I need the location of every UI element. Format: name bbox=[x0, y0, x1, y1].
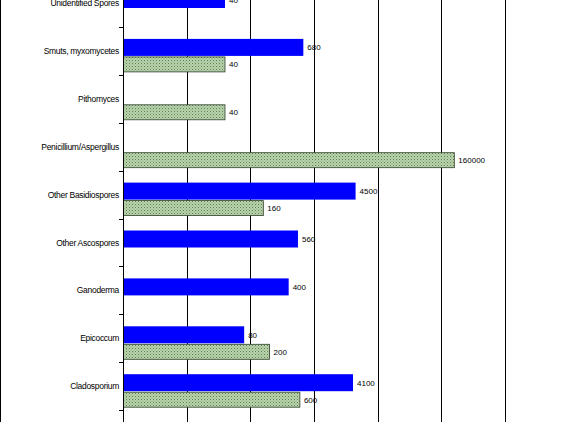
axis-tick bbox=[119, 410, 123, 411]
category-label: Other Basidiospores bbox=[48, 190, 119, 200]
data-label: 600 bbox=[304, 396, 318, 405]
data-label: 4100 bbox=[357, 379, 375, 388]
axis-tick bbox=[119, 362, 123, 363]
axis-tick bbox=[119, 314, 123, 315]
frame bbox=[0, 0, 1, 422]
bar bbox=[123, 374, 353, 391]
data-label: 4500 bbox=[360, 187, 378, 196]
category-label: Pithomyces bbox=[78, 94, 119, 104]
bar bbox=[123, 57, 225, 72]
axis-tick bbox=[119, 123, 123, 124]
axis-tick bbox=[119, 75, 123, 76]
bar bbox=[123, 278, 289, 295]
axis-tick bbox=[119, 27, 123, 28]
category-label: Cladosporium bbox=[70, 381, 119, 391]
bar bbox=[123, 183, 356, 200]
axis-tick bbox=[119, 171, 123, 172]
data-label: 160000 bbox=[458, 156, 485, 165]
bar bbox=[123, 201, 263, 216]
data-label: 680 bbox=[307, 43, 321, 52]
category-label: Penicillium/Aspergillus bbox=[41, 142, 119, 152]
bar bbox=[123, 392, 300, 407]
category-label: Epicoccum bbox=[80, 333, 119, 343]
data-label: 40 bbox=[229, 60, 238, 69]
category-label: Ganoderma bbox=[77, 285, 120, 295]
category-label: Other Ascospores bbox=[56, 238, 119, 248]
grid-line bbox=[123, 0, 124, 422]
data-label: 560 bbox=[302, 235, 316, 244]
grid-line bbox=[314, 0, 315, 422]
grid bbox=[124, 0, 506, 422]
bar bbox=[123, 0, 225, 8]
category-label: Smuts, myxomycetes bbox=[44, 46, 119, 56]
bar bbox=[123, 326, 244, 343]
data-label: 80 bbox=[248, 331, 257, 340]
bar bbox=[123, 105, 225, 120]
grid-line bbox=[441, 0, 442, 422]
data-label: 40 bbox=[229, 108, 238, 117]
bar bbox=[123, 344, 269, 359]
bars bbox=[123, 0, 454, 407]
chart: 40 680 4500 560 400 80 4100 40 40 160000 160 200 600… bbox=[0, 0, 573, 422]
grid-line bbox=[378, 0, 379, 422]
category-label: Unidentified Spores bbox=[51, 0, 120, 8]
data-labels: 40 680 4500 560 400 80 4100 40 40 160000 160 200 600 bbox=[229, 0, 486, 405]
data-label: 400 bbox=[293, 283, 307, 292]
axis-line bbox=[123, 0, 124, 422]
axis-tick bbox=[119, 219, 123, 220]
category-axis: Unidentified Spores Smuts, myxomycetes Pit… bbox=[41, 0, 123, 422]
grid-line bbox=[505, 0, 506, 422]
axis-tick bbox=[119, 266, 123, 267]
data-label: 40 bbox=[229, 0, 238, 5]
data-label: 160 bbox=[267, 204, 281, 213]
bar bbox=[123, 39, 303, 56]
bar bbox=[123, 231, 298, 248]
data-label: 200 bbox=[273, 348, 287, 357]
bar bbox=[123, 153, 454, 168]
